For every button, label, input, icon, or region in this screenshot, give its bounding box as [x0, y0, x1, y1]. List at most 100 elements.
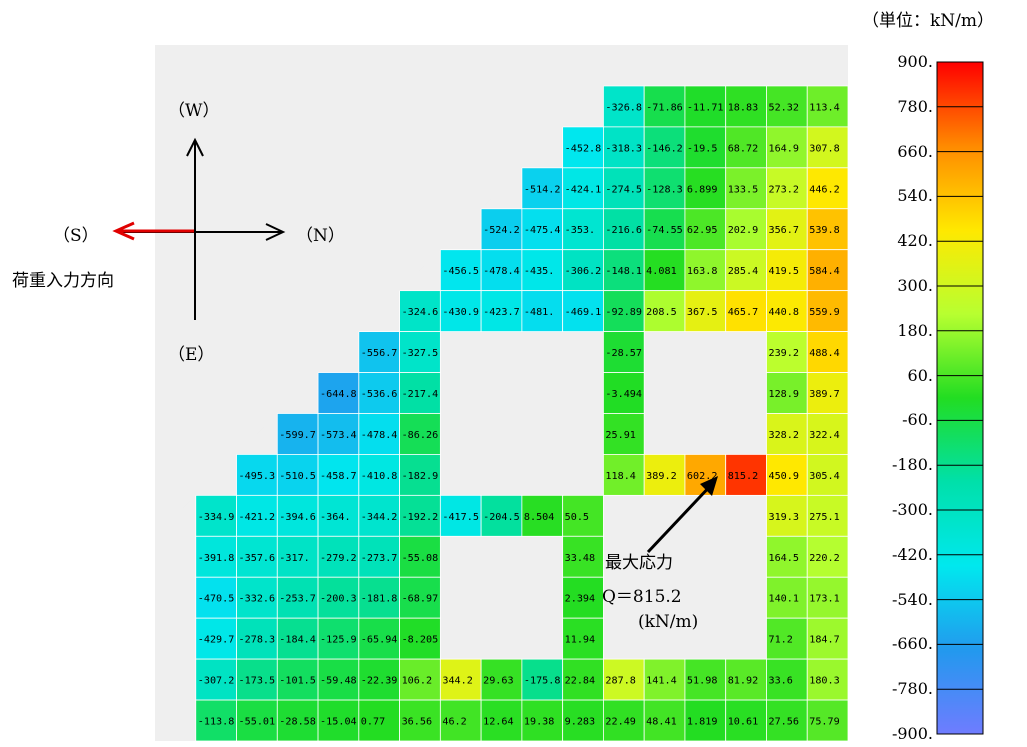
panel-value: 128.9 — [768, 389, 799, 400]
panel-cell — [276, 454, 319, 496]
panel-value: 465.7 — [728, 307, 759, 318]
panel-cell — [766, 167, 808, 210]
color-bar-fill — [936, 61, 984, 735]
panel-value: -279.2 — [320, 553, 357, 564]
max-stress-unit: (kN/m) — [638, 612, 699, 632]
panel-value: -599.7 — [279, 430, 316, 441]
panel-value: 12.64 — [483, 717, 514, 728]
panel-value: -128.3 — [646, 184, 683, 195]
color-scale-tick-label: 60. — [907, 365, 933, 385]
panel-cell — [480, 699, 523, 741]
color-scale-tick-label: -420. — [891, 544, 933, 564]
panel-value: 202.9 — [728, 225, 759, 236]
panel-cell — [766, 249, 808, 292]
panel-value: 75.79 — [809, 717, 840, 728]
compass-arrows — [112, 137, 286, 320]
panel-value: -113.8 — [198, 717, 235, 728]
panel-value: 220.2 — [809, 553, 840, 564]
panel-cell — [806, 617, 848, 660]
panel-value: -317. — [279, 553, 310, 564]
panel-cell — [603, 454, 645, 496]
panel-value: -429.7 — [198, 635, 235, 646]
panel-value: 62.95 — [687, 225, 718, 236]
panel-value: -536.6 — [361, 389, 398, 400]
panel-value: 344.2 — [442, 676, 473, 687]
panel-cell — [399, 535, 441, 578]
panel-cell — [195, 617, 237, 660]
panel-value: -204.5 — [483, 512, 520, 523]
panel-value: 559.9 — [809, 307, 840, 318]
panel-cell — [562, 617, 604, 660]
panel-value: 356.7 — [768, 225, 799, 236]
arrowhead-icon — [700, 476, 718, 496]
panel-cell — [684, 208, 727, 251]
panel-value: 173.1 — [809, 594, 840, 605]
panel-cell — [317, 535, 360, 578]
panel-value: -644.8 — [320, 389, 357, 400]
color-scale-tick-label: 780. — [897, 96, 933, 116]
panel-value: 48.41 — [646, 717, 677, 728]
panel-value: 322.4 — [809, 430, 840, 441]
panel-grid: -326.8 -71.86 -11.71 18.83 52.32 113.4-452.8-… — [155, 45, 848, 741]
panel-value: -424.1 — [565, 184, 602, 195]
panel-value: -11.71 — [687, 102, 724, 113]
panel-cell — [603, 290, 645, 332]
panel-value: 1.819 — [687, 717, 718, 728]
panel-cell — [480, 658, 523, 701]
panel-cell — [562, 699, 604, 741]
south-label: （S） — [53, 226, 99, 246]
panel-value: -452.8 — [565, 143, 602, 154]
panel-value: -306.2 — [565, 266, 602, 277]
panel-cell — [806, 126, 848, 169]
panel-value: -71.86 — [646, 102, 683, 113]
panel-value: 11.94 — [565, 635, 596, 646]
load-arrow-icon — [112, 221, 135, 241]
panel-value: -216.6 — [605, 225, 642, 236]
panel-cell — [358, 372, 400, 414]
panel-value: 275.1 — [809, 512, 840, 523]
panel-value: -327.5 — [402, 348, 439, 359]
panel-value: -192.2 — [402, 512, 439, 523]
panel-value: 419.5 — [768, 266, 799, 277]
panel-value: -65.94 — [361, 635, 398, 646]
panel-cell — [236, 617, 278, 660]
max-stress-title: 最大応力 — [605, 553, 673, 573]
panel-value: 584.4 — [809, 266, 840, 277]
panel-value: 33.48 — [565, 553, 596, 564]
panel-cell — [399, 331, 441, 373]
panel-value: -278.3 — [239, 635, 276, 646]
panel-value: -175.8 — [524, 676, 561, 687]
north-label: （N） — [296, 226, 345, 246]
panel-cell — [725, 126, 767, 169]
panel-value: -421.2 — [239, 512, 276, 523]
panel-cell — [276, 413, 319, 455]
panel-value: 68.72 — [728, 143, 759, 154]
panel-cell — [521, 699, 564, 741]
panel-value: -456.5 — [442, 266, 479, 277]
panel-cell — [725, 454, 767, 496]
panel-cell — [806, 535, 848, 578]
panel-value: -510.5 — [279, 471, 316, 482]
panel-value: -470.5 — [198, 594, 235, 605]
panel-value: 22.84 — [565, 676, 596, 687]
panel-value: -274.5 — [605, 184, 642, 195]
panel-value: -55.08 — [402, 553, 439, 564]
unit-label: （単位：kN/m） — [862, 11, 995, 31]
panel-cell — [195, 699, 237, 741]
panel-cell — [725, 208, 767, 251]
panel-value: -28.57 — [605, 348, 642, 359]
panel-value: 106.2 — [402, 676, 433, 687]
panel-value: -146.2 — [646, 143, 683, 154]
panel-value: -481. — [524, 307, 555, 318]
panel-cell — [643, 208, 686, 251]
panel-cell — [195, 658, 237, 701]
panel-cell — [643, 699, 686, 741]
panel-cell — [603, 658, 645, 701]
panel-value: 367.5 — [687, 307, 718, 318]
panel-value: 488.4 — [809, 348, 840, 359]
panel-value: -435. — [524, 266, 555, 277]
panel-cell — [358, 535, 400, 578]
shear-stress-contour-plot: -326.8 -71.86 -11.71 18.83 52.32 113.4 -452.8-… — [155, 45, 848, 741]
panel-value: -344.2 — [361, 512, 398, 523]
panel-cell — [603, 249, 645, 292]
